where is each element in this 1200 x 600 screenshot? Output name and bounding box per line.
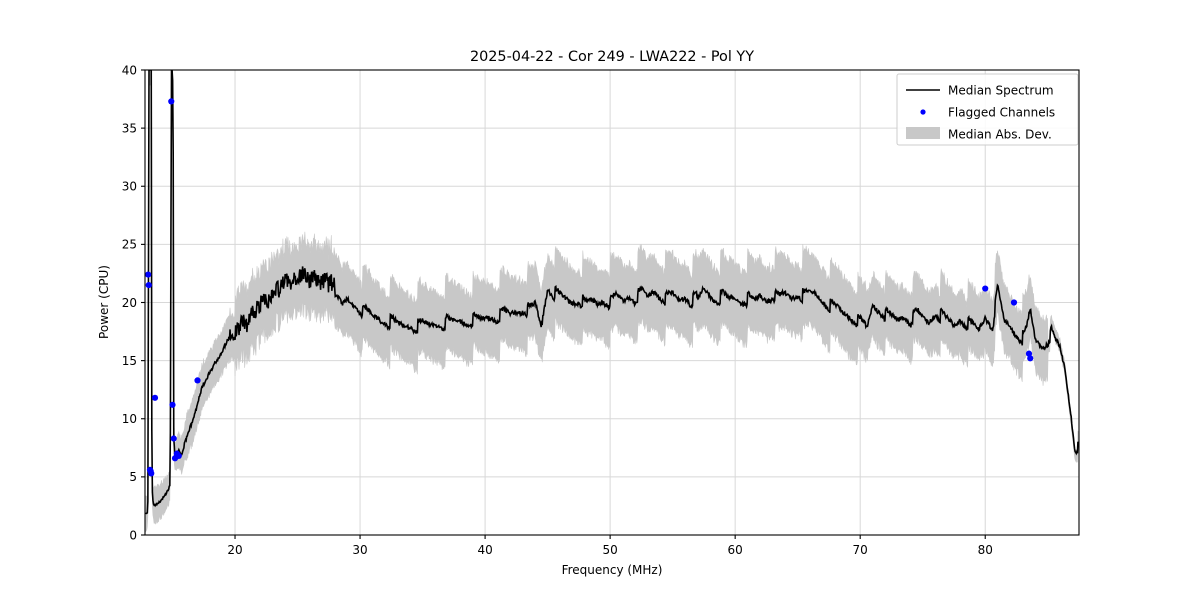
- y-axis-label: Power (CPU): [97, 265, 111, 339]
- legend-patch-swatch: [906, 127, 940, 139]
- x-axis-label: Frequency (MHz): [562, 563, 663, 577]
- y-tick-label: 15: [122, 354, 137, 368]
- y-tick-label: 0: [129, 528, 137, 542]
- x-tick-label: 70: [853, 543, 868, 557]
- legend-label-flagged-channels: Flagged Channels: [948, 106, 1055, 120]
- flagged-channel-dot: [148, 470, 155, 477]
- y-tick-label: 20: [122, 296, 137, 310]
- y-tick-label: 5: [129, 470, 137, 484]
- flagged-channel-dot: [1025, 350, 1033, 357]
- x-tick-label: 50: [602, 543, 617, 557]
- axes-frame: [144, 69, 1080, 536]
- flagged-channel-dot: [169, 401, 176, 408]
- median-spectrum-line: [145, 70, 1079, 515]
- y-tick-label: 40: [122, 63, 137, 77]
- plot-legend[interactable]: Median Spectrum Flagged Channels Median …: [896, 73, 1079, 146]
- flagged-channel-dot: [145, 271, 152, 278]
- flagged-channel-dot: [1027, 355, 1034, 362]
- flagged-channel-dot: [170, 435, 177, 442]
- y-tick-label: 10: [122, 412, 137, 426]
- flagged-channel-dot: [168, 98, 175, 105]
- flagged-channel-dot: [982, 285, 989, 292]
- legend-label-median-spectrum: Median Spectrum: [948, 84, 1054, 98]
- x-tick-label: 80: [978, 543, 993, 557]
- y-tick-label: 25: [122, 238, 137, 252]
- flagged-channel-dot: [145, 281, 152, 289]
- flagged-channel-dot: [175, 452, 182, 460]
- legend-label-median-abs-dev: Median Abs. Dev.: [948, 128, 1052, 142]
- x-tick-label: 20: [227, 543, 242, 557]
- y-tick-label: 35: [122, 121, 137, 135]
- plot-title: 2025-04-22 - Cor 249 - LWA222 - Pol YY: [470, 49, 754, 65]
- x-tick-label: 60: [728, 543, 743, 557]
- x-tick-label: 30: [352, 543, 367, 557]
- flagged-channel-dot: [151, 394, 159, 401]
- y-tick-label: 30: [122, 180, 137, 194]
- axis-ticks: 20 30 40 50 60 70 80 0 5 10 15 20 25 30 35 40: [122, 63, 993, 557]
- flagged-channel-markers: [145, 98, 1034, 477]
- x-tick-label: 40: [477, 543, 492, 557]
- legend-box: [896, 73, 1079, 146]
- legend-dot-swatch: [920, 109, 926, 115]
- flagged-channel-dot: [1010, 299, 1018, 306]
- flagged-channel-dot: [194, 377, 201, 384]
